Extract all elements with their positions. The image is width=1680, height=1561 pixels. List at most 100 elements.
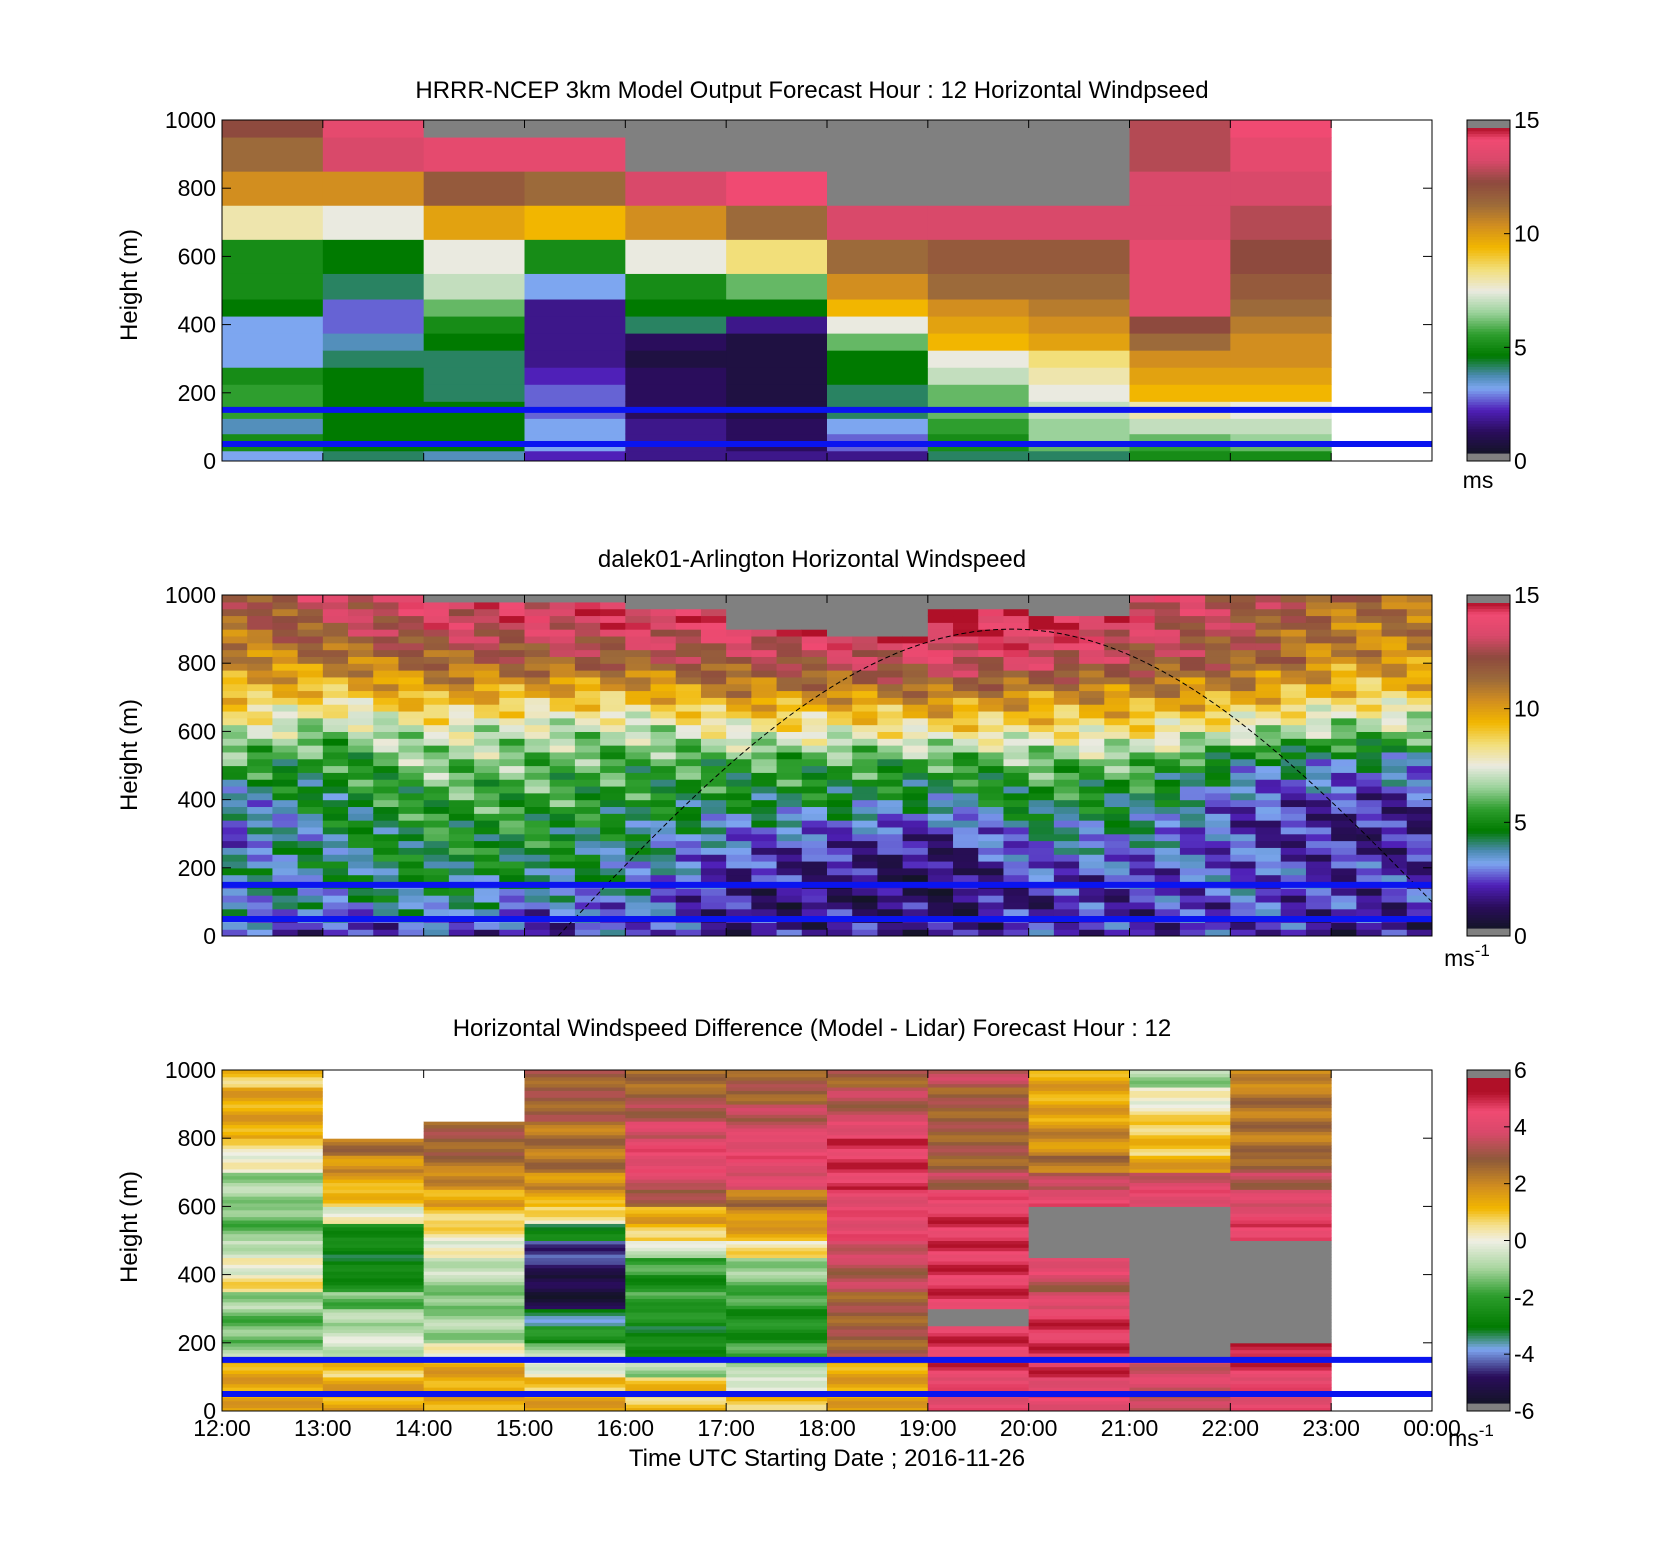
colorbar-swatch (1467, 686, 1510, 691)
difference-cell (1028, 1288, 1130, 1293)
lidar-cell (1230, 615, 1257, 623)
difference-cell (1129, 1168, 1231, 1173)
lidar-cell (600, 895, 626, 903)
difference-cell (625, 1209, 727, 1214)
difference-cell (322, 1223, 425, 1228)
difference-cell (625, 1134, 727, 1139)
lidar-cell (1179, 595, 1206, 603)
lidar-cell (1255, 595, 1282, 603)
difference-cell (1129, 1199, 1231, 1204)
lidar-cell (1104, 608, 1131, 617)
difference-cell (222, 1400, 324, 1405)
colorbar-swatch (1467, 730, 1510, 734)
lidar-cell (827, 792, 853, 801)
difference-cell (423, 1373, 525, 1378)
lidar-cell (549, 826, 576, 835)
lidar-cell (902, 888, 929, 896)
colorbar-swatch (1467, 789, 1510, 794)
difference-cell (423, 1274, 525, 1279)
lidar-cell (953, 860, 979, 869)
difference-cell (524, 1339, 626, 1344)
difference-cell (927, 1257, 1030, 1262)
colorbar-swatch (1467, 1237, 1510, 1242)
lidar-cell (1381, 615, 1408, 623)
difference-cell (625, 1288, 727, 1293)
colorbar-swatch (1467, 776, 1510, 780)
lidar-cell (247, 847, 274, 855)
lidar-cell (1356, 860, 1383, 869)
difference-cell (322, 1213, 425, 1218)
lidar-cell (953, 738, 979, 746)
lidar-cell (1003, 847, 1030, 855)
lidar-cell (1230, 751, 1257, 760)
lidar-cell (524, 847, 551, 855)
difference-cell (927, 1274, 1030, 1279)
lidar-cell (1255, 656, 1282, 664)
lidar-cell (1053, 608, 1080, 617)
difference-cell (423, 1148, 525, 1153)
difference-cell (1230, 1138, 1332, 1143)
lidar-cell (600, 867, 626, 876)
lidar-cell (448, 663, 475, 671)
lidar-cell (1053, 758, 1080, 767)
lidar-cell (474, 724, 500, 732)
lidar-cell (801, 622, 828, 630)
lidar-cell (675, 854, 702, 862)
lidar-cell (978, 649, 1005, 657)
lidar-cell (1129, 670, 1156, 678)
difference-cell (1028, 1325, 1130, 1330)
lidar-cell (726, 833, 752, 842)
lidar-cell (1129, 867, 1156, 876)
lidar-cell (1003, 676, 1030, 685)
lidar-cell (348, 758, 374, 767)
lidar-cell (1205, 840, 1231, 848)
lidar-cell (1053, 676, 1080, 685)
lidar-cell (600, 622, 626, 630)
lidar-cell (524, 697, 551, 705)
lidar-cell (373, 908, 400, 917)
lidar-cell (902, 908, 929, 917)
lidar-cell (373, 874, 400, 883)
lidar-cell (978, 731, 1005, 739)
lidar-cell (1255, 683, 1282, 692)
lidar-cell (448, 806, 475, 814)
lidar-cell (600, 704, 626, 712)
lidar-cell (927, 888, 954, 896)
lidar-cell (1003, 901, 1030, 910)
lidar-cell (902, 765, 929, 773)
difference-cell (927, 1158, 1030, 1163)
lidar-cell (1154, 751, 1181, 760)
lidar-cell (776, 840, 803, 848)
model-cell (222, 205, 324, 240)
lidar-cell (902, 595, 929, 603)
lidar-cell (902, 799, 929, 808)
difference-cell (726, 1295, 828, 1299)
colorbar-swatch (1467, 388, 1510, 392)
lidar-cell (1205, 895, 1231, 903)
difference-cell (726, 1110, 828, 1115)
lidar-cell (1230, 758, 1257, 767)
colorbar-swatch (1467, 1389, 1510, 1393)
lidar-cell (625, 792, 652, 801)
lidar-cell (1129, 922, 1156, 930)
lidar-cell (600, 717, 626, 726)
lidar-cell (902, 779, 929, 787)
lidar-cell (625, 608, 652, 617)
colorbar-swatch (1467, 1145, 1510, 1150)
colorbar-swatch (1467, 347, 1510, 351)
lidar-cell (474, 656, 500, 664)
difference-cell (827, 1162, 929, 1166)
lidar-cell (902, 874, 929, 883)
lidar-cell (247, 772, 274, 780)
lidar-cell (1356, 663, 1383, 671)
lidar-cell (902, 833, 929, 842)
lidar-cell (1205, 785, 1231, 794)
lidar-cell (1028, 704, 1055, 712)
colorbar-tick-label: 0 (1514, 923, 1527, 949)
model-cell (927, 120, 1030, 138)
colorbar-swatch (1467, 816, 1510, 821)
difference-cell (322, 1145, 425, 1149)
lidar-cell (398, 826, 425, 835)
lidar-cell (1129, 724, 1156, 732)
